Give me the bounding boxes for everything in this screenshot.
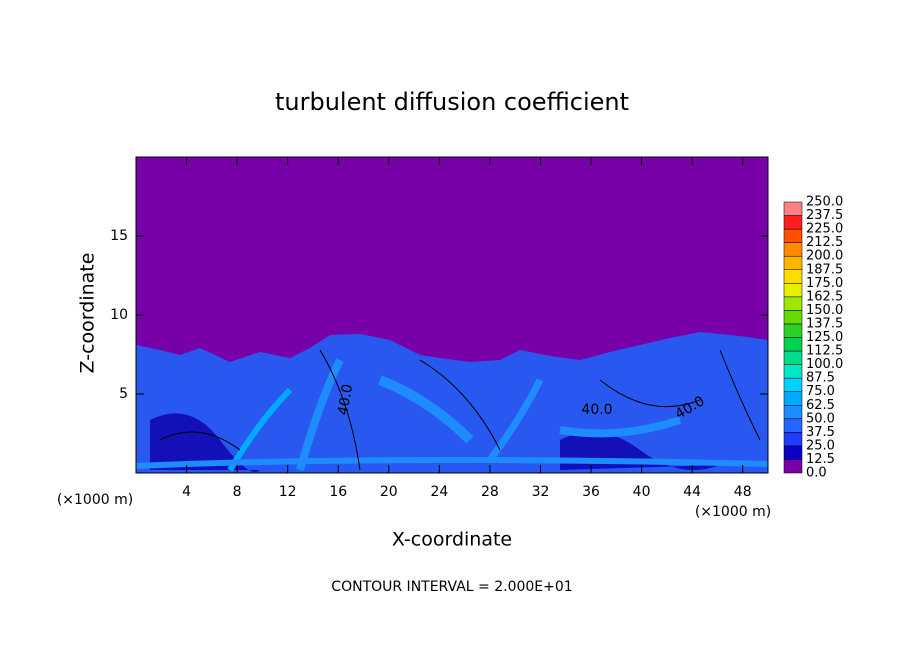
- colorbar-swatch: [783, 269, 803, 284]
- colorbar-label: 62.5: [806, 398, 835, 413]
- contour-label: 40.0: [335, 383, 356, 416]
- colorbar-swatch: [783, 391, 803, 406]
- colorbar-label: 25.0: [806, 438, 835, 453]
- colorbar-swatch: [783, 310, 803, 325]
- x-tick-label: 4: [182, 484, 191, 500]
- y-tick-label: 15: [110, 228, 128, 244]
- x-tick-label: 48: [734, 484, 752, 500]
- x-tick-label: 32: [532, 484, 550, 500]
- colorbar-label: 212.5: [806, 235, 843, 250]
- colorbar-swatch: [783, 364, 803, 379]
- colorbar-swatch: [783, 432, 803, 447]
- colorbar-label: 237.5: [806, 208, 843, 223]
- colorbar-swatch: [783, 296, 803, 311]
- colorbar-swatch: [783, 283, 803, 298]
- colorbar-swatch: [783, 377, 803, 392]
- x-tick-label: 12: [279, 484, 297, 500]
- colorbar-label: 12.5: [806, 452, 835, 467]
- contour-label: 40.0: [581, 402, 612, 418]
- colorbar-swatch: [783, 445, 803, 460]
- colorbar-swatch: [783, 228, 803, 243]
- colorbar-label: 150.0: [806, 303, 843, 318]
- colorbar-label: 112.5: [806, 344, 843, 359]
- x-axis-label: X-coordinate: [392, 529, 512, 551]
- colorbar-label: 37.5: [806, 425, 835, 440]
- colorbar-swatch: [783, 215, 803, 230]
- colorbar-swatch: [783, 242, 803, 257]
- field: [135, 156, 769, 474]
- colorbar-label: 87.5: [806, 371, 835, 386]
- colorbar-label: 75.0: [806, 384, 835, 399]
- x-tick-label: 36: [582, 484, 600, 500]
- y-tick-label: 10: [110, 307, 128, 323]
- x-tick-label: 8: [233, 484, 242, 500]
- colorbar-swatch: [783, 323, 803, 338]
- colorbar-swatch: [783, 418, 803, 433]
- y-tick-label: 5: [119, 386, 128, 402]
- x-tick-label: 40: [633, 484, 651, 500]
- colorbar-swatch: [783, 201, 803, 216]
- chart-title: turbulent diffusion coefficient: [275, 88, 629, 116]
- colorbar-label: 187.5: [806, 262, 843, 277]
- colorbar-label: 0.0: [806, 466, 827, 481]
- y-unit: (×1000 m): [57, 492, 133, 508]
- colorbar-swatch: [783, 405, 803, 420]
- colorbar-label: 175.0: [806, 276, 843, 291]
- colorbar-label: 162.5: [806, 289, 843, 304]
- footer: CONTOUR INTERVAL = 2.000E+01: [331, 579, 572, 595]
- y-axis-label: Z-coordinate: [77, 253, 99, 374]
- colorbar-label: 50.0: [806, 411, 835, 426]
- x-tick-label: 16: [329, 484, 347, 500]
- x-tick-label: 28: [481, 484, 499, 500]
- colorbar-label: 125.0: [806, 330, 843, 345]
- colorbar-swatch: [783, 337, 803, 352]
- colorbar-label: 137.5: [806, 316, 843, 331]
- colorbar-label: 250.0: [806, 195, 843, 210]
- colorbar-swatch: [783, 459, 803, 474]
- x-unit: (×1000 m): [695, 504, 771, 520]
- x-tick-label: 20: [380, 484, 398, 500]
- colorbar-label: 225.0: [806, 222, 843, 237]
- colorbar-label: 100.0: [806, 357, 843, 372]
- colorbar-label: 200.0: [806, 249, 843, 264]
- colorbar-swatch: [783, 350, 803, 365]
- x-tick-label: 24: [430, 484, 448, 500]
- colorbar-swatch: [783, 255, 803, 271]
- x-tick-label: 44: [683, 484, 701, 500]
